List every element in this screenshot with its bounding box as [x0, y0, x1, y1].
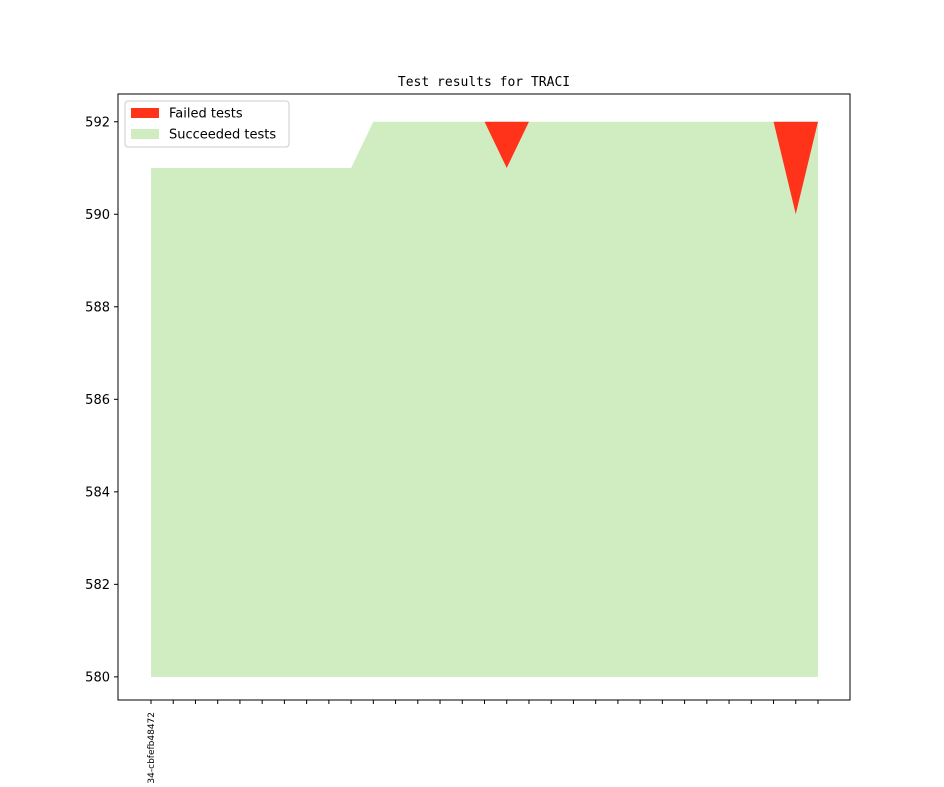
legend-succeeded-label: Succeeded tests [169, 128, 276, 143]
succeeded-tests-area [151, 121, 818, 677]
y-tick-label: 584 [85, 485, 110, 500]
legend-box [124, 100, 290, 148]
y-tick-label: 592 [85, 115, 110, 130]
y-tick-label: 588 [85, 300, 110, 315]
y-tick-label: 586 [85, 393, 110, 408]
y-tick-label: 582 [85, 578, 110, 593]
legend-failed-swatch [131, 108, 159, 118]
y-axis: 580 582 584 586 588 590 592 [85, 115, 118, 685]
legend-succeeded-swatch [131, 129, 159, 139]
x-axis: 34-cbfefb48472 [147, 700, 819, 784]
y-tick-label: 590 [85, 208, 110, 223]
plot-area [151, 121, 818, 677]
chart-title: Test results for TRACI [398, 75, 570, 90]
y-tick-label: 580 [85, 670, 110, 685]
x-tick-label: 34-cbfefb48472 [147, 712, 157, 784]
legend: Failed tests Succeeded tests [124, 100, 290, 148]
legend-failed-label: Failed tests [169, 107, 243, 122]
